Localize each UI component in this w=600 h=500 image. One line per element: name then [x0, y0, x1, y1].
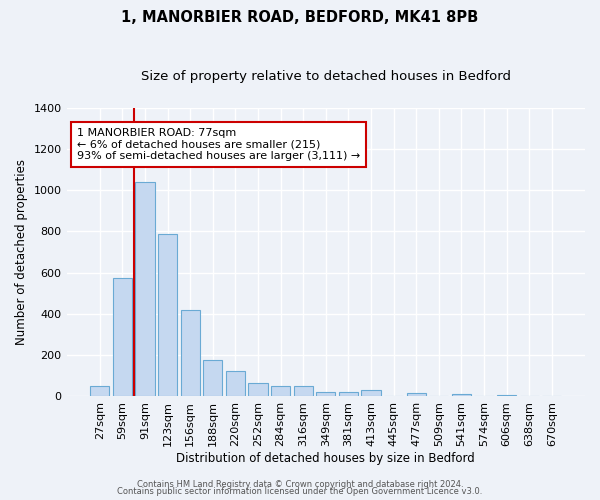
- Text: Contains HM Land Registry data © Crown copyright and database right 2024.: Contains HM Land Registry data © Crown c…: [137, 480, 463, 489]
- Bar: [293, 386, 313, 396]
- Bar: [361, 390, 380, 396]
- Bar: [158, 234, 177, 396]
- Bar: [248, 383, 268, 396]
- Bar: [339, 392, 358, 396]
- X-axis label: Distribution of detached houses by size in Bedford: Distribution of detached houses by size …: [176, 452, 475, 465]
- Bar: [113, 278, 132, 396]
- Bar: [203, 360, 223, 396]
- Bar: [407, 394, 426, 396]
- Bar: [181, 310, 200, 396]
- Bar: [316, 392, 335, 396]
- Bar: [271, 386, 290, 396]
- Y-axis label: Number of detached properties: Number of detached properties: [15, 159, 28, 345]
- Text: 1 MANORBIER ROAD: 77sqm
← 6% of detached houses are smaller (215)
93% of semi-de: 1 MANORBIER ROAD: 77sqm ← 6% of detached…: [77, 128, 360, 161]
- Bar: [90, 386, 109, 396]
- Bar: [136, 182, 155, 396]
- Bar: [452, 394, 471, 396]
- Bar: [226, 370, 245, 396]
- Text: Contains public sector information licensed under the Open Government Licence v3: Contains public sector information licen…: [118, 488, 482, 496]
- Text: 1, MANORBIER ROAD, BEDFORD, MK41 8PB: 1, MANORBIER ROAD, BEDFORD, MK41 8PB: [121, 10, 479, 25]
- Title: Size of property relative to detached houses in Bedford: Size of property relative to detached ho…: [141, 70, 511, 83]
